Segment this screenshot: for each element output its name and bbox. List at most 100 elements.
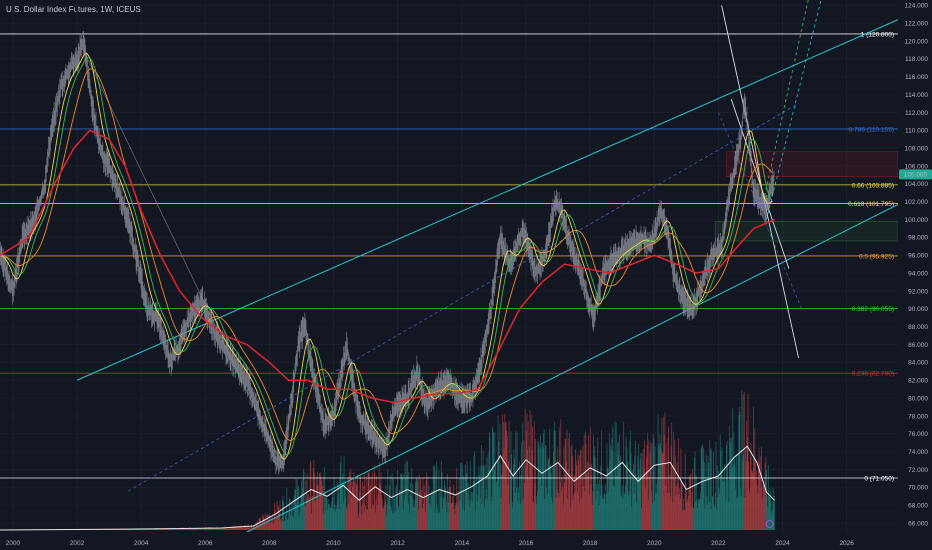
volume-bar bbox=[708, 502, 710, 530]
volume-bar bbox=[330, 508, 331, 530]
volume-bar bbox=[339, 477, 341, 530]
volume-bar bbox=[406, 476, 408, 530]
volume-bar bbox=[571, 443, 573, 530]
volume-bar bbox=[631, 469, 633, 530]
volume-bar bbox=[459, 463, 461, 530]
volume-bar bbox=[742, 394, 744, 530]
volume-bar bbox=[500, 464, 501, 530]
y-tick-label: 92.000 bbox=[908, 288, 928, 295]
volume-bar bbox=[663, 416, 665, 530]
x-tick-label: 2020 bbox=[647, 540, 662, 547]
volume-bar bbox=[542, 448, 544, 530]
volume-bar bbox=[576, 465, 578, 530]
volume-bar bbox=[536, 491, 538, 530]
volume-bar bbox=[563, 447, 565, 530]
volume-bar bbox=[291, 515, 293, 530]
volume-bar bbox=[442, 508, 444, 530]
volume-bar bbox=[575, 460, 577, 530]
volume-bar bbox=[578, 461, 580, 530]
volume-bar bbox=[475, 484, 477, 530]
volume-bar bbox=[528, 478, 530, 530]
volume-bar bbox=[461, 465, 463, 530]
volume-bar bbox=[283, 521, 285, 530]
volume-bar bbox=[554, 421, 556, 530]
volume-bar bbox=[607, 467, 609, 530]
volume-bar bbox=[178, 529, 180, 530]
volume-bar bbox=[430, 506, 432, 530]
volume-bar bbox=[600, 465, 602, 530]
volume-bar bbox=[316, 484, 318, 530]
volume-bar bbox=[474, 451, 476, 530]
y-tick-label: 84.000 bbox=[908, 360, 928, 367]
volume-bar bbox=[562, 504, 564, 530]
moving-average-fast-line bbox=[0, 53, 773, 460]
volume-bar bbox=[616, 476, 618, 530]
volume-bar bbox=[753, 406, 754, 530]
volume-bar bbox=[198, 528, 200, 530]
volume-bar bbox=[347, 477, 349, 530]
volume-bar bbox=[712, 496, 714, 530]
volume-bar bbox=[128, 529, 129, 530]
volume-bar bbox=[682, 498, 684, 530]
volume-bar bbox=[329, 507, 331, 530]
volume-bar bbox=[440, 497, 442, 530]
volume-bar bbox=[253, 525, 254, 530]
volume-bar bbox=[533, 501, 535, 530]
volume-bar bbox=[548, 458, 550, 530]
volume-bar bbox=[595, 500, 597, 530]
y-tick-label: 116.000 bbox=[905, 74, 928, 81]
volume-bar bbox=[256, 521, 258, 530]
volume-bar bbox=[530, 415, 532, 530]
volume-bar bbox=[648, 440, 650, 530]
volume-bar bbox=[689, 475, 690, 530]
volume-bar bbox=[464, 464, 466, 530]
volume-bar bbox=[218, 527, 220, 530]
event-marker-icon bbox=[765, 520, 774, 528]
volume-bar bbox=[695, 475, 697, 530]
volume-bar bbox=[322, 513, 324, 530]
volume-bar bbox=[392, 513, 394, 530]
volume-bar bbox=[737, 454, 739, 530]
volume-bar bbox=[268, 519, 270, 530]
volume-bar bbox=[671, 465, 673, 530]
volume-bar bbox=[487, 452, 489, 530]
volume-bar bbox=[379, 485, 381, 530]
volume-bar bbox=[410, 496, 412, 530]
volume-bar bbox=[261, 521, 263, 530]
volume-bar bbox=[381, 498, 383, 530]
volume-bar bbox=[470, 499, 472, 530]
volume-bar bbox=[719, 493, 721, 530]
volume-bar bbox=[499, 424, 501, 530]
volume-bar bbox=[655, 493, 657, 530]
volume-bar bbox=[541, 486, 543, 530]
volume-bar bbox=[544, 499, 546, 530]
volume-bar bbox=[452, 502, 454, 530]
volume-bar bbox=[395, 488, 397, 530]
volume-bar bbox=[450, 503, 452, 530]
volume-bar bbox=[425, 480, 427, 530]
volume-bar bbox=[751, 471, 753, 530]
volume-bar bbox=[254, 524, 256, 530]
volume-bar bbox=[333, 478, 335, 530]
volume-bar bbox=[400, 475, 402, 530]
volume-bar bbox=[640, 453, 642, 530]
volume-bar bbox=[371, 508, 373, 530]
volume-bar bbox=[258, 517, 260, 530]
volume-bar bbox=[177, 528, 179, 530]
volume-bar bbox=[213, 527, 214, 530]
volume-bar bbox=[581, 478, 583, 530]
volume-bar bbox=[629, 430, 631, 530]
volume-bar bbox=[483, 466, 485, 530]
y-tick-label: 68.000 bbox=[908, 503, 928, 510]
volume-bar bbox=[463, 475, 464, 530]
volume-bar bbox=[698, 501, 700, 530]
volume-bar bbox=[133, 529, 135, 530]
volume-bar bbox=[456, 493, 458, 530]
volume-bar bbox=[414, 499, 416, 530]
volume-bar bbox=[626, 461, 628, 530]
volume-bar bbox=[193, 528, 195, 530]
volume-bar bbox=[644, 440, 645, 530]
volume-bar bbox=[711, 496, 713, 530]
volume-bar bbox=[416, 479, 418, 530]
